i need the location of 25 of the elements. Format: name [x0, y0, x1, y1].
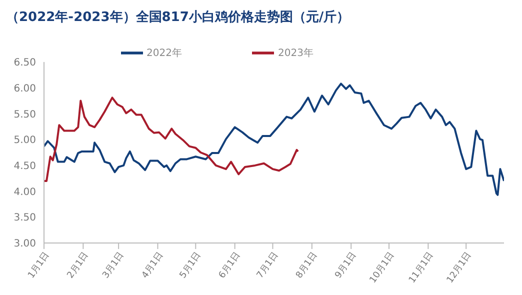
x-tick-label: 1月1日	[26, 250, 52, 281]
y-tick-label: 6.50	[14, 58, 36, 69]
y-tick-label: 3.00	[14, 238, 36, 250]
x-tick-label: 7月1日	[255, 250, 280, 281]
line-series	[44, 96, 300, 182]
line-series	[44, 82, 504, 196]
y-tick-label: 4.50	[14, 160, 36, 172]
y-tick-label: 5.00	[14, 135, 36, 146]
x-tick-label: 10月1日	[368, 250, 397, 286]
y-tick-label: 3.50	[14, 212, 36, 224]
y-tick-label: 5.50	[14, 109, 36, 120]
legend-label: 2023年	[278, 48, 314, 59]
x-tick-label: 9月1日	[334, 250, 359, 281]
legend-label: 2022年	[146, 48, 182, 59]
x-tick-label: 3月1日	[101, 250, 126, 281]
y-tick-label: 4.00	[14, 186, 36, 198]
x-tick-label: 8月1日	[294, 250, 320, 281]
y-tick-label: 6.00	[14, 83, 36, 94]
x-tick-label: 2月1日	[66, 250, 91, 281]
x-tick-label: 6月1日	[217, 250, 243, 281]
chart-title: （2022年-2023年）全国817小白鸡价格走势图（元/斤）	[6, 8, 350, 26]
x-tick-label: 5月1日	[178, 250, 204, 281]
x-tick-label: 4月1日	[140, 250, 166, 281]
x-tick-label: 11月1日	[407, 250, 436, 286]
x-tick-label: 12月1日	[445, 250, 474, 286]
